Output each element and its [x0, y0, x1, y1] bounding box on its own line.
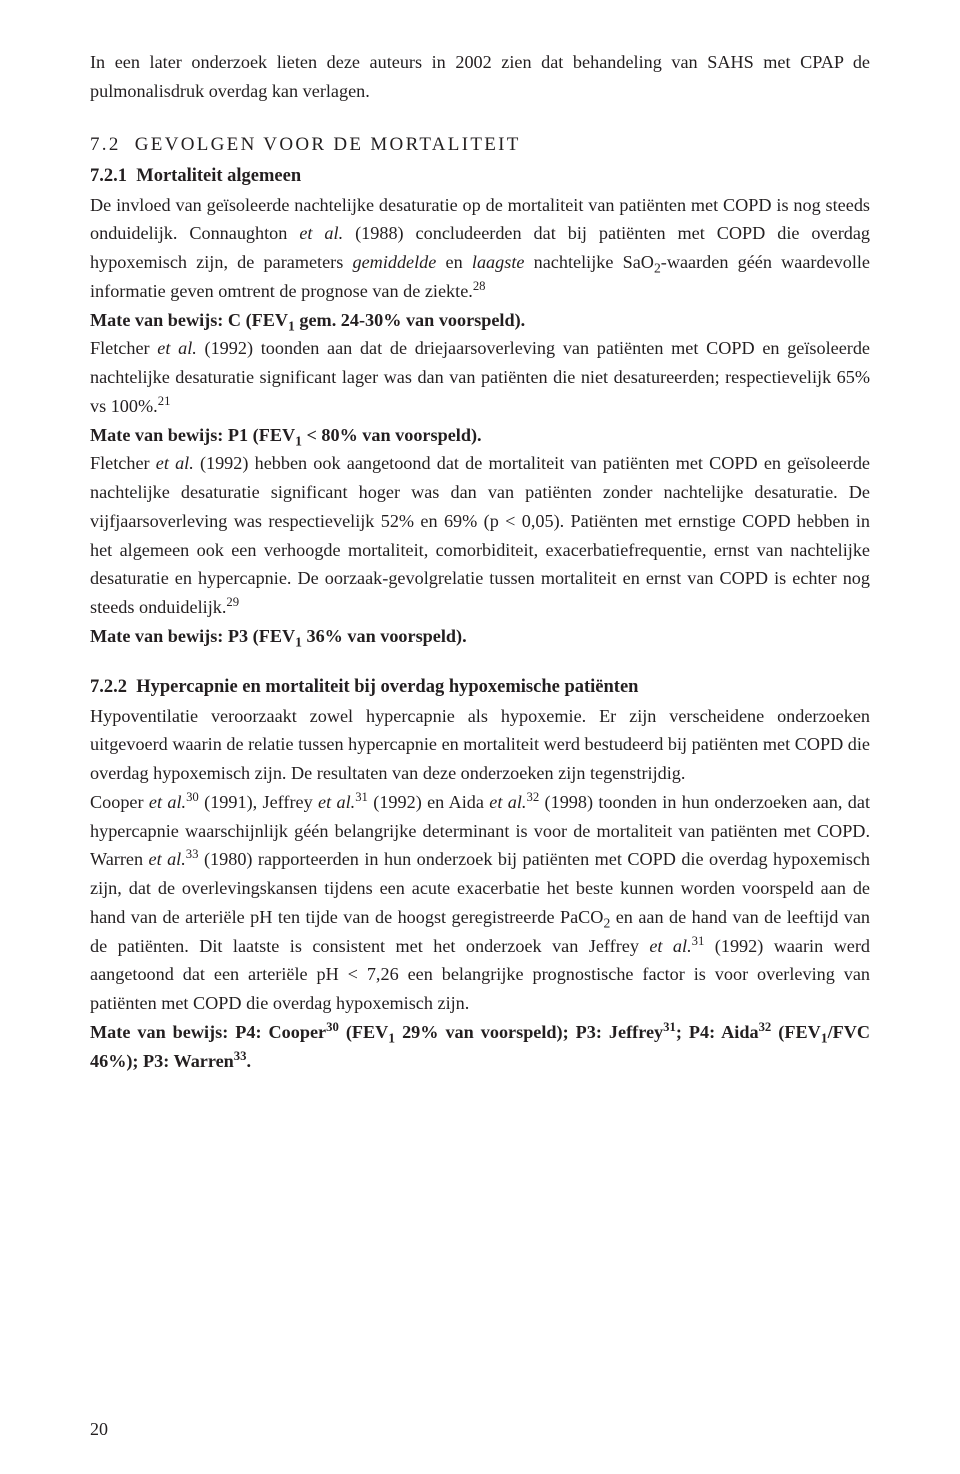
section-7-2-1-heading: 7.2.1 Mortaliteit algemeen: [90, 166, 870, 187]
evidence-level-4: Mate van bewijs: P4: Cooper30 (FEV1 29% …: [90, 1018, 870, 1076]
text-bold: .: [247, 1051, 252, 1071]
text-bold: ; P4: Aida: [676, 1022, 759, 1042]
superscript-ref: 30: [326, 1020, 339, 1034]
text-bold: 29% van voorspeld); P3: Jeffrey: [395, 1022, 663, 1042]
text: Fletcher: [90, 338, 157, 358]
text-italic: et al.: [649, 936, 691, 956]
text: (1992) hebben ook aangetoond dat de mort…: [90, 453, 870, 617]
superscript-ref: 31: [663, 1020, 676, 1034]
text-italic: et al.: [149, 792, 186, 812]
section-7-2-2-number: 7.2.2: [90, 677, 127, 697]
superscript-ref: 32: [759, 1020, 772, 1034]
text-italic: gemiddelde: [353, 252, 437, 272]
section-7-2-2-p2: Cooper et al.30 (1991), Jeffrey et al.31…: [90, 788, 870, 1018]
superscript-ref: 29: [226, 595, 239, 609]
text-bold: Mate van bewijs: P1 (FEV: [90, 425, 295, 445]
section-7-2-1-p2: Fletcher et al. (1992) toonden aan dat d…: [90, 334, 870, 420]
superscript-ref: 32: [526, 790, 539, 804]
section-7-2-2-p1: Hypoventilatie veroorzaakt zowel hyperca…: [90, 702, 870, 788]
text-italic: et al.: [149, 849, 186, 869]
text-bold: 36% van voorspeld).: [302, 626, 467, 646]
text: (1992) en Aida: [368, 792, 489, 812]
superscript-ref: 33: [234, 1048, 247, 1062]
text-italic: et al.: [299, 223, 343, 243]
subscript: 1: [295, 634, 302, 649]
page-number: 20: [90, 1419, 108, 1440]
text-bold: (FEV: [339, 1022, 388, 1042]
text-italic: et al.: [157, 338, 197, 358]
text: Cooper: [90, 792, 149, 812]
subscript: 1: [821, 1030, 828, 1045]
evidence-level-1: Mate van bewijs: C (FEV1 gem. 24-30% van…: [90, 306, 870, 335]
section-7-2-heading: 7.2 GEVOLGEN VOOR DE MORTALITEIT: [90, 134, 870, 156]
section-7-2-1-p1: De invloed van geïsoleerde nachtelijke d…: [90, 191, 870, 306]
text: nachtelijke SaO: [524, 252, 653, 272]
section-7-2-2-title: Hypercapnie en mortaliteit bij overdag h…: [136, 677, 638, 697]
text: en: [436, 252, 472, 272]
section-7-2-1-title: Mortaliteit algemeen: [136, 166, 301, 186]
subscript: 2: [654, 261, 661, 276]
text-bold: (FEV: [771, 1022, 820, 1042]
text-bold: Mate van bewijs: P3 (FEV: [90, 626, 295, 646]
text: Fletcher: [90, 453, 156, 473]
text-italic: et al.: [489, 792, 526, 812]
superscript-ref: 30: [186, 790, 199, 804]
section-7-2-1-p3: Fletcher et al. (1992) hebben ook aanget…: [90, 449, 870, 622]
text-bold: Mate van bewijs: C (FEV: [90, 310, 288, 330]
section-7-2-2-heading: 7.2.2 Hypercapnie en mortaliteit bij ove…: [90, 677, 870, 698]
evidence-level-3: Mate van bewijs: P3 (FEV1 36% van voorsp…: [90, 622, 870, 651]
evidence-level-2: Mate van bewijs: P1 (FEV1 < 80% van voor…: [90, 421, 870, 450]
superscript-ref: 31: [692, 933, 705, 947]
superscript-ref: 31: [355, 790, 368, 804]
text: (1991), Jeffrey: [199, 792, 318, 812]
section-7-2-title: GEVOLGEN VOOR DE MORTALITEIT: [135, 134, 521, 155]
text-bold: < 80% van voorspeld).: [302, 425, 482, 445]
intro-paragraph: In een later onderzoek lieten deze auteu…: [90, 48, 870, 106]
superscript-ref: 33: [186, 847, 199, 861]
text-italic: et al.: [318, 792, 355, 812]
section-7-2-1-number: 7.2.1: [90, 166, 127, 186]
text-italic: et al.: [156, 453, 194, 473]
section-7-2-number: 7.2: [90, 134, 121, 155]
superscript-ref: 21: [158, 394, 171, 408]
subscript: 1: [295, 433, 302, 448]
text-bold: Mate van bewijs: P4: Cooper: [90, 1022, 326, 1042]
subscript: 1: [288, 318, 295, 333]
text: (1992) toonden aan dat de driejaarsoverl…: [90, 338, 870, 416]
text-bold: gem. 24-30% van voorspeld).: [295, 310, 525, 330]
superscript-ref: 28: [473, 279, 486, 293]
text-italic: laagste: [472, 252, 525, 272]
